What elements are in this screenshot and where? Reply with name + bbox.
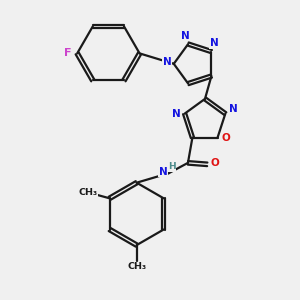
Text: N: N: [229, 104, 238, 114]
Text: N: N: [172, 109, 181, 119]
Text: CH₃: CH₃: [78, 188, 98, 197]
Text: CH₃: CH₃: [127, 262, 146, 271]
Text: H: H: [168, 162, 176, 171]
Text: N: N: [210, 38, 219, 48]
Text: F: F: [64, 48, 71, 59]
Text: N: N: [181, 31, 190, 41]
Text: O: O: [210, 158, 219, 168]
Text: N: N: [163, 57, 172, 67]
Text: N: N: [159, 167, 168, 177]
Text: O: O: [221, 133, 230, 142]
